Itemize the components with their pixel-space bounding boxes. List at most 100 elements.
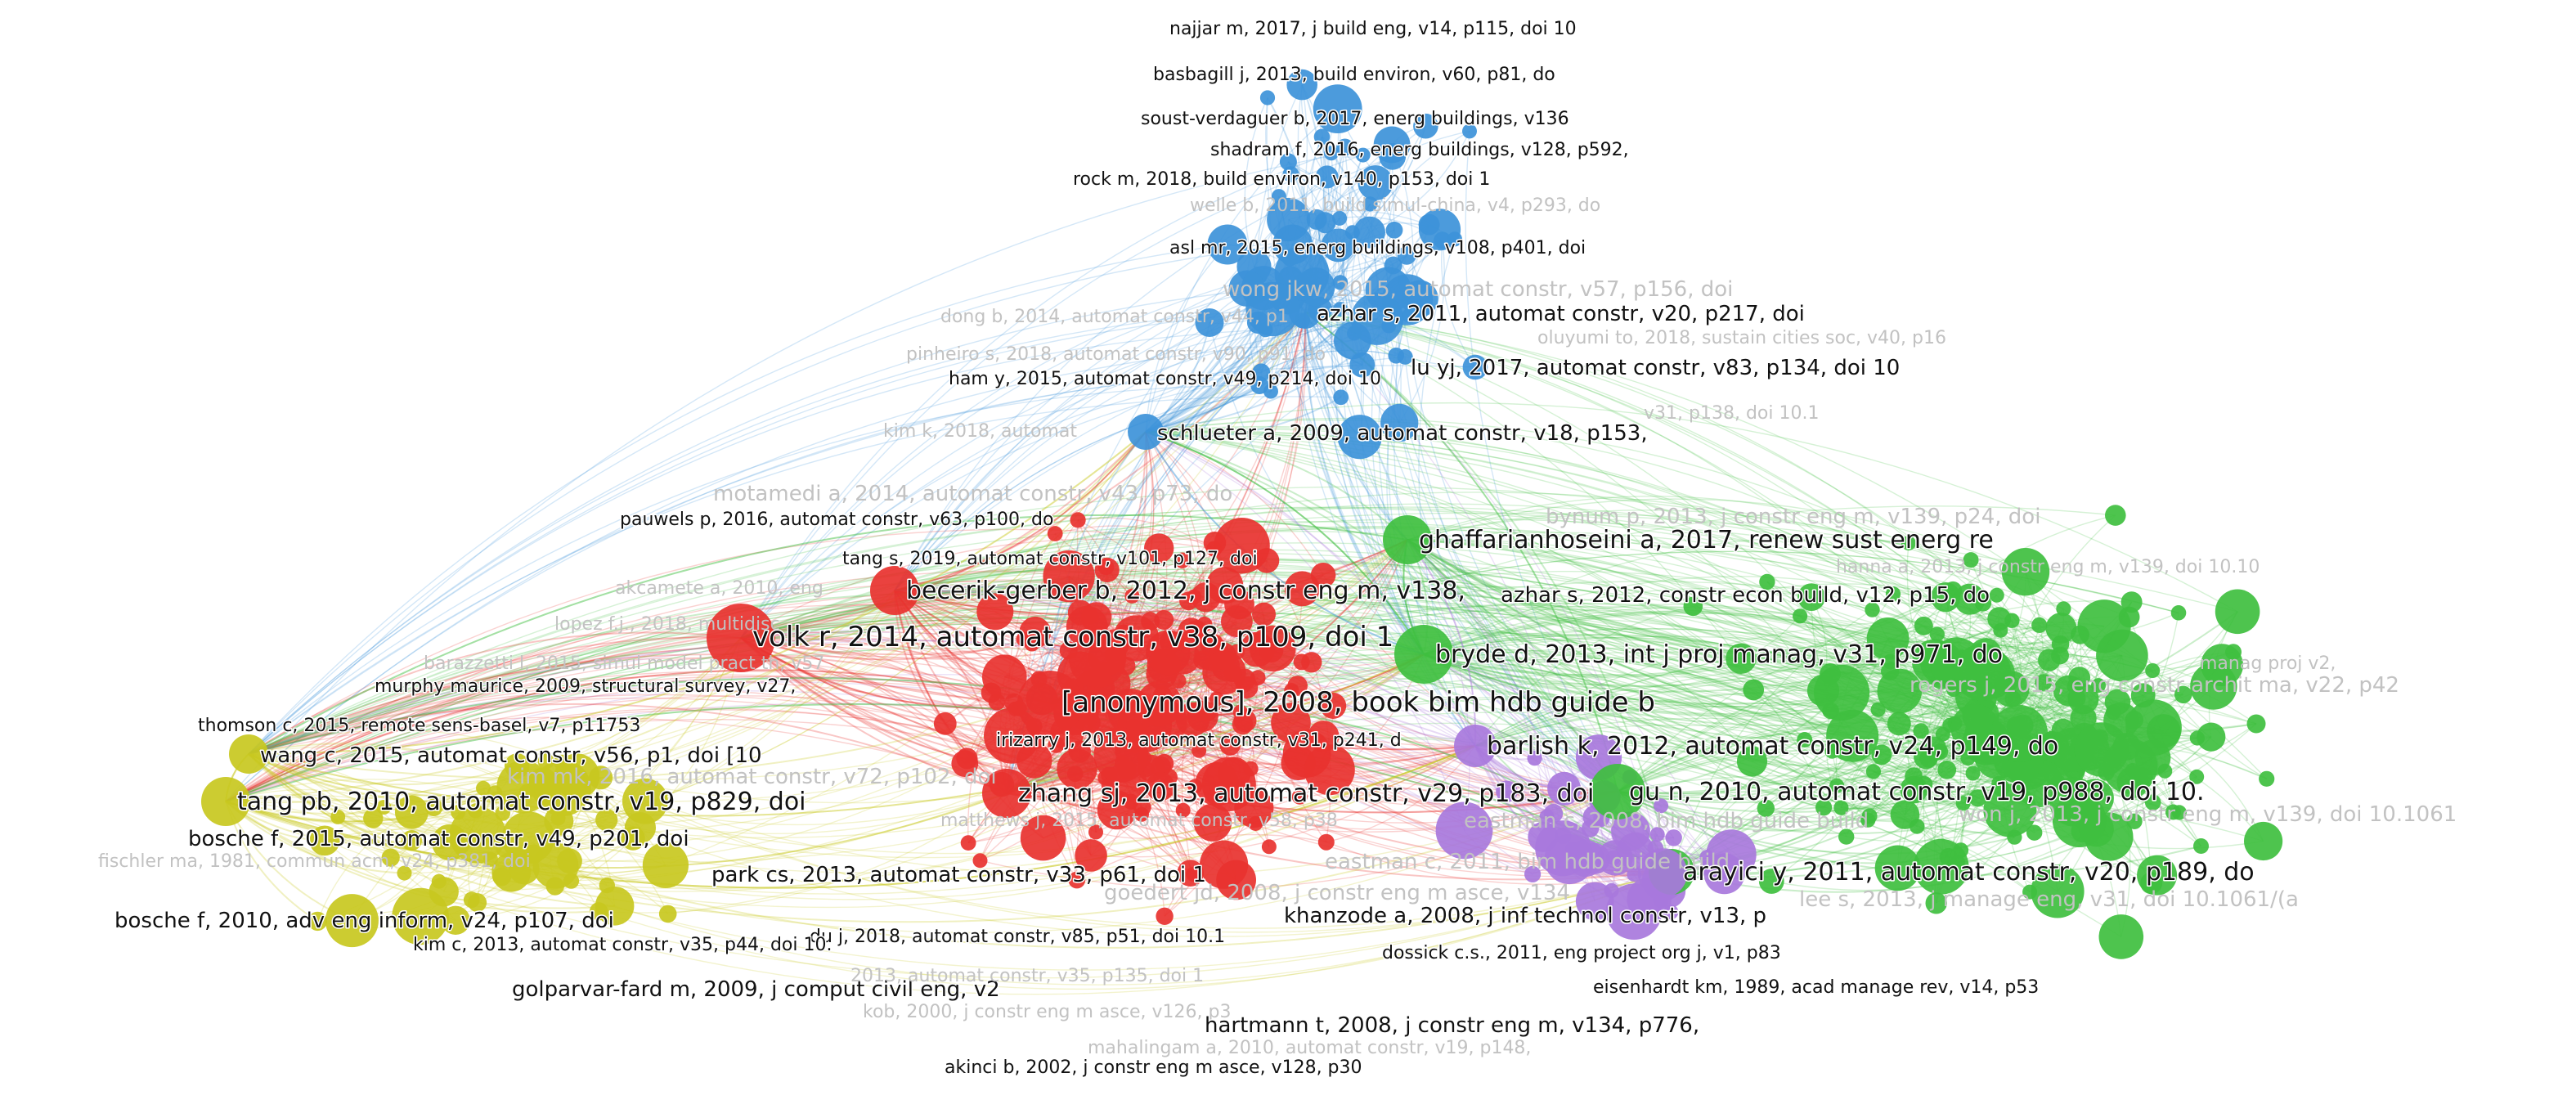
green-cluster-node[interactable]: [1922, 736, 1947, 761]
blue-cluster-node[interactable]: [1314, 212, 1336, 234]
node-label[interactable]: barlish k, 2012, automat constr, v24, p1…: [1486, 731, 2060, 762]
red-cluster-node[interactable]: [1209, 691, 1224, 707]
red-cluster-node[interactable]: [1146, 772, 1175, 801]
blue-cluster-node[interactable]: [1259, 90, 1276, 106]
red-cluster-node[interactable]: [1133, 798, 1151, 816]
green-cluster-node[interactable]: [1861, 808, 1878, 824]
node-label[interactable]: volk r, 2014, automat constr, v38, p109,…: [752, 620, 1395, 655]
green-cluster-node[interactable]: [2259, 770, 2275, 787]
green-cluster-node[interactable]: [1877, 668, 1923, 714]
purple-cluster-node[interactable]: [1535, 820, 1591, 877]
blue-cluster-node[interactable]: [1128, 414, 1164, 450]
green-cluster-node[interactable]: [1989, 587, 2004, 603]
node-label[interactable]: schlueter a, 2009, automat constr, v18, …: [1156, 420, 1649, 447]
yellow-cluster-node[interactable]: [501, 811, 555, 864]
blue-cluster-node[interactable]: [1279, 153, 1297, 171]
red-cluster-node[interactable]: [976, 593, 1014, 631]
green-cluster-node[interactable]: [1865, 764, 1881, 779]
yellow-cluster-node[interactable]: [376, 800, 392, 815]
red-cluster-node[interactable]: [1144, 533, 1174, 563]
green-cluster-node[interactable]: [1683, 596, 1703, 617]
yellow-cluster-node[interactable]: [392, 887, 449, 945]
blue-cluster-node[interactable]: [1385, 221, 1403, 239]
node-label[interactable]: golparvar-fard m, 2009, j comput civil e…: [511, 977, 1002, 1003]
yellow-cluster-node[interactable]: [468, 893, 487, 913]
purple-cluster-node[interactable]: [1435, 801, 1493, 860]
red-cluster-node[interactable]: [1019, 616, 1052, 649]
purple-cluster-node[interactable]: [1547, 771, 1582, 806]
blue-cluster-node[interactable]: [1207, 224, 1248, 265]
red-cluster-node[interactable]: [1291, 788, 1308, 805]
purple-cluster-node[interactable]: [1524, 865, 1542, 882]
green-cluster-node[interactable]: [2170, 605, 2187, 621]
node-label[interactable]: wang c, 2015, automat constr, v56, p1, d…: [259, 743, 764, 770]
green-cluster-node[interactable]: [2137, 855, 2178, 896]
green-cluster-node[interactable]: [1865, 602, 1880, 617]
red-cluster-node[interactable]: [1088, 824, 1103, 840]
node-label[interactable]: bynum p, 2013, j constr eng m, v139, p24…: [1546, 505, 2040, 529]
yellow-cluster-node[interactable]: [309, 825, 340, 856]
red-cluster-node[interactable]: [1017, 671, 1083, 736]
node-label[interactable]: lu yj, 2017, automat constr, v83, p134, …: [1410, 355, 1901, 382]
blue-cluster-node[interactable]: [1333, 302, 1348, 317]
green-cluster-node[interactable]: [2038, 649, 2061, 671]
red-cluster-node[interactable]: [1304, 744, 1355, 796]
red-cluster-node[interactable]: [1177, 860, 1205, 887]
red-cluster-node[interactable]: [1068, 871, 1086, 889]
node-label[interactable]: oluyumi to, 2018, sustain cities soc, v4…: [1537, 328, 1946, 348]
purple-cluster-node[interactable]: [1543, 804, 1564, 824]
yellow-cluster-node[interactable]: [476, 780, 491, 796]
blue-cluster-node[interactable]: [1388, 348, 1404, 364]
red-cluster-node[interactable]: [982, 769, 1031, 818]
yellow-cluster-node[interactable]: [330, 809, 346, 824]
green-cluster-node[interactable]: [2190, 662, 2237, 710]
green-cluster-node[interactable]: [2052, 793, 2107, 847]
green-cluster-node[interactable]: [1990, 704, 2049, 762]
node-label[interactable]: hartmann t, 2008, j constr eng m, v134, …: [1204, 1012, 1701, 1039]
green-cluster-node[interactable]: [1814, 664, 1870, 721]
green-cluster-node[interactable]: [1874, 845, 1921, 891]
node-label[interactable]: welle b, 2011, build simul-china, v4, p2…: [1190, 195, 1600, 216]
node-label[interactable]: khanzode a, 2008, j inf technol constr, …: [1283, 903, 1768, 930]
red-cluster-node[interactable]: [1192, 743, 1207, 758]
purple-cluster-node[interactable]: [1649, 827, 1665, 842]
node-label[interactable]: basbagill j, 2013, build environ, v60, p…: [1152, 64, 1557, 87]
purple-cluster-node[interactable]: [1637, 848, 1688, 898]
blue-cluster-node[interactable]: [1462, 123, 1477, 139]
red-cluster-node[interactable]: [1124, 588, 1140, 604]
red-cluster-node[interactable]: [1193, 803, 1232, 842]
red-cluster-node[interactable]: [1057, 748, 1097, 789]
red-cluster-node[interactable]: [1070, 512, 1086, 528]
blue-cluster-node[interactable]: [1337, 415, 1382, 460]
blue-cluster-node[interactable]: [1397, 245, 1416, 265]
red-cluster-node[interactable]: [1069, 631, 1126, 688]
node-label[interactable]: lopez f.j., 2018, multidisc: [554, 614, 780, 635]
green-cluster-node[interactable]: [1833, 800, 1849, 815]
red-cluster-node[interactable]: [1301, 652, 1322, 673]
red-cluster-node[interactable]: [1178, 617, 1205, 644]
green-cluster-node[interactable]: [1983, 783, 2037, 837]
node-label[interactable]: azhar s, 2012, constr econ build, v12, p…: [1500, 582, 1991, 609]
purple-cluster-node[interactable]: [1454, 725, 1497, 767]
green-cluster-node[interactable]: [1950, 703, 1999, 753]
green-cluster-node[interactable]: [1901, 536, 1916, 551]
purple-cluster-node[interactable]: [1575, 882, 1614, 921]
green-cluster-node[interactable]: [1965, 766, 1981, 781]
green-cluster-node[interactable]: [2189, 769, 2205, 784]
red-cluster-node[interactable]: [1287, 676, 1308, 696]
node-label[interactable]: kob, 2000, j constr eng m asce, v126, p3: [863, 1002, 1231, 1022]
green-cluster-node[interactable]: [2193, 838, 2209, 854]
node-label[interactable]: won j, 2013, j constr eng m, v139, doi 1…: [1959, 802, 2457, 827]
blue-cluster-node[interactable]: [1321, 228, 1355, 263]
green-cluster-node[interactable]: [1955, 796, 1971, 811]
node-label[interactable]: dong b, 2014, automat constr, v44, p1: [940, 307, 1289, 327]
blue-cluster-node[interactable]: [1250, 376, 1269, 394]
blue-cluster-node[interactable]: [1413, 113, 1438, 139]
yellow-cluster-node[interactable]: [595, 808, 618, 832]
green-cluster-node[interactable]: [2197, 722, 2226, 752]
green-cluster-node[interactable]: [1870, 702, 1886, 717]
yellow-cluster-node[interactable]: [449, 806, 506, 864]
blue-cluster-node[interactable]: [1315, 165, 1339, 189]
node-label[interactable]: eisenhardt km, 1989, acad manage rev, v1…: [1592, 977, 2040, 999]
green-cluster-node[interactable]: [1954, 644, 2012, 701]
